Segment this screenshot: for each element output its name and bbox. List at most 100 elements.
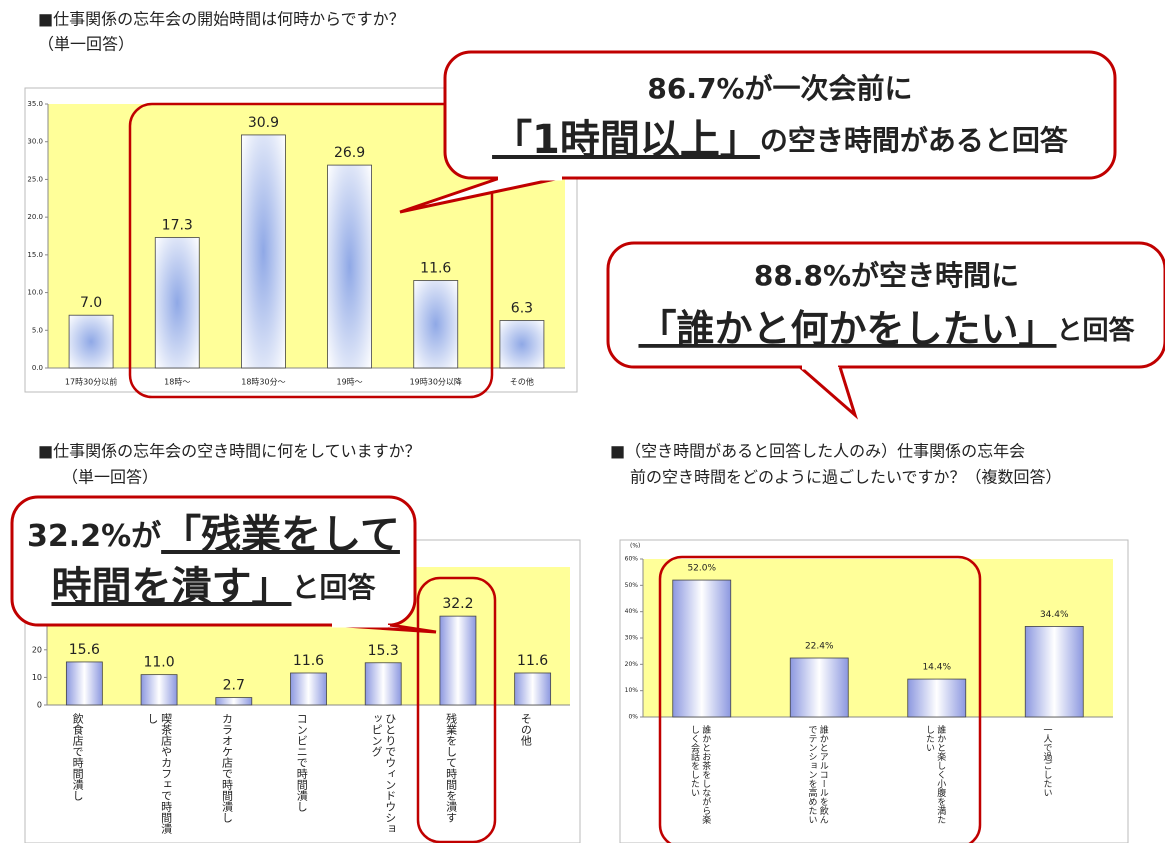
value-label: 30.9 [248,115,279,131]
callout-text-part: と回答 [291,571,376,604]
y-tick-label: 15.0 [27,251,43,259]
value-label: 11.6 [293,653,324,669]
callout: 86.7%が一次会前に「1時間以上」の空き時間があると回答 [399,50,1117,214]
value-label: 52.0% [687,564,716,574]
bar [413,280,459,369]
callout: 32.2%が「残業をして時間を潰す」と回答 [10,495,437,634]
callout-text: 86.7%が一次会前に [647,72,912,105]
y-tick-label: 10 [32,673,42,682]
y-tick-label: 25.0 [27,175,43,183]
value-label: 11.0 [143,655,174,671]
x-tick-label: 喫茶店やカフェで時間潰し [145,713,173,834]
x-tick-label: ひとりでウィンドウショッピング [369,713,397,834]
callout-text: 時間を潰す」と回答 [51,564,376,610]
callout-text: 「1時間以上」の空き時間があると回答 [492,117,1069,163]
y-tick-label: 20% [625,661,639,668]
value-label: 2.7 [223,678,245,694]
callout-text-part: 「残業をして [161,512,400,558]
x-tick-label: 残業をして時間を潰す [444,713,458,823]
x-tick-label: 17時30分以前 [65,377,117,387]
bar [65,661,103,706]
x-tick-label: その他 [519,713,533,746]
value-label: 7.0 [80,295,102,311]
y-axis-label: (%) [630,543,640,550]
callout-text-part: 32.2%が [27,519,161,554]
bar [327,164,372,369]
callout-text: 「誰かと何かをしたい」と回答 [638,307,1135,351]
bar [1024,626,1084,718]
y-tick-label: 50% [625,582,639,589]
chart-title: ■仕事関係の忘年会の空き時間に何をしていますか？ [38,442,421,461]
bar [154,237,200,369]
y-tick-label: 5.0 [32,326,43,334]
bar [68,314,114,369]
callout-tail [399,176,561,214]
callout-tail [799,365,859,420]
x-tick-label: カラオケ店で時間潰し [220,713,234,823]
y-tick-label: 10.0 [27,289,43,297]
y-tick-label: 0.0 [32,364,43,372]
y-tick-label: 35.0 [27,100,43,108]
chart-title: ■仕事関係の忘年会の開始時間は何時からですか？ [38,10,405,29]
value-label: 15.3 [368,643,399,659]
x-tick-label: 誰かとアルコールを飲んでテンションを高めたい [806,725,828,824]
value-label: 15.6 [69,642,100,658]
y-tick-label: 60% [625,556,639,563]
x-tick-label: 18時30分〜 [241,378,285,387]
callout-text-part: 「1時間以上」 [492,117,760,163]
callout-text: 32.2%が「残業をして [27,512,400,558]
highlight-ring [416,576,497,843]
chart-subtitle: （単一回答） [62,468,158,487]
highlight-ring [128,102,494,399]
bar [514,672,552,706]
bar [499,320,545,369]
x-tick-label: 19時〜 [336,378,362,387]
callout-text-part: 「誰かと何かをしたい」 [638,307,1056,351]
callout: 88.8%が空き時間に「誰かと何かをしたい」と回答 [606,241,1165,420]
x-tick-label: 19時30分以降 [410,377,462,387]
y-tick-label: 10% [625,687,639,694]
callout-text-part: 時間を潰す」 [51,564,291,610]
y-tick-label: 0% [628,714,638,721]
x-tick-label: 飲食店で時間潰し [71,713,85,801]
callout-box [443,50,1117,180]
x-tick-label: 誰かとお茶をしながら楽しく会話をしたい [689,725,711,824]
y-tick-label: 30% [625,635,639,642]
chart-subtitle: （単一回答） [38,35,134,54]
bar [789,657,849,718]
y-tick-label: 20.0 [27,213,43,221]
value-label: 26.9 [334,145,365,161]
value-label: 11.6 [517,653,548,669]
bar [290,672,327,706]
bar [364,662,402,706]
x-tick-label: その他 [510,377,534,387]
bar [672,579,732,718]
x-tick-label: コンビニで時間潰し [295,713,309,812]
callout-box [606,241,1165,369]
highlight-ring [658,555,982,843]
bar [439,615,477,706]
value-label: 22.4% [805,642,834,652]
bar [215,697,253,706]
bar [140,674,178,706]
value-label: 6.3 [511,300,533,316]
callout-text-part: の空き時間があると回答 [760,124,1069,157]
value-label: 34.4% [1040,610,1069,620]
y-tick-label: 20 [32,645,42,654]
x-tick-label: 18時〜 [164,378,190,387]
value-label: 32.2 [442,596,473,612]
y-tick-label: 0 [37,701,42,710]
callout-box [10,495,417,627]
value-label: 14.4% [922,663,951,673]
x-tick-label: 誰かと楽しく小腹を満たしたい [924,725,946,824]
y-tick-label: 40% [625,608,639,615]
bar [241,134,286,369]
callout-text: 88.8%が空き時間に [754,259,1019,292]
bar [907,678,967,718]
chart-subtitle: 前の空き時間をどのように過ごしたいですか？（複数回答） [630,468,1062,487]
value-label: 17.3 [162,218,193,234]
value-label: 11.6 [420,261,451,277]
chart-title: ■（空き時間があると回答した人のみ）仕事関係の忘年会 [610,442,1025,461]
